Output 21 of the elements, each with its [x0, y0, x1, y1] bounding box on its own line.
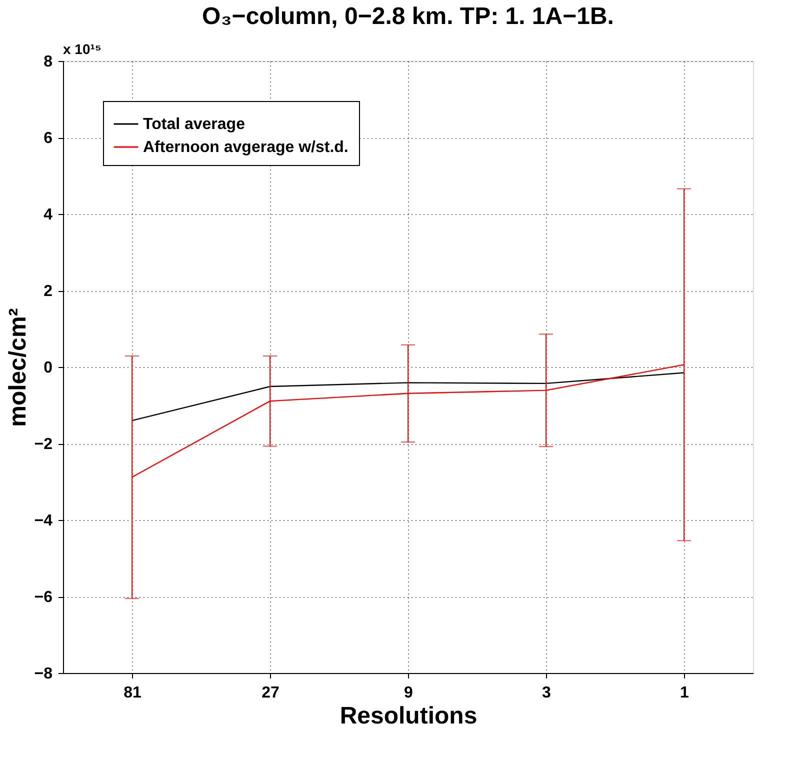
text: x 10¹⁵ — [63, 41, 102, 57]
y-tick-label: 6 — [44, 130, 53, 147]
y-tick-label: 8 — [44, 54, 53, 70]
legend-label: Total average — [143, 116, 246, 133]
chart-title: O₃−column, 0−2.8 km. TP: 1. 1A−1B. — [202, 3, 614, 30]
y-tick-label: −4 — [34, 512, 53, 530]
x-tick-label: 81 — [124, 684, 142, 702]
x-tick-label: 27 — [262, 684, 280, 702]
line-series — [131, 372, 685, 422]
y-tick-label: −2 — [34, 436, 53, 453]
legend-label: Afternoon avgerage w/st.d. — [143, 139, 348, 156]
y-tick-label: 4 — [44, 206, 53, 224]
x-tick-label: 9 — [404, 684, 414, 702]
x-tick-label: 3 — [542, 684, 552, 702]
x-axis-title: Resolutions — [340, 702, 478, 730]
y-axis-title: molec/cm² — [4, 308, 32, 427]
y-tick-label: 0 — [44, 360, 53, 376]
x-tick-label: 1 — [680, 684, 690, 702]
y-tick-label: 2 — [44, 283, 53, 300]
y-tick-label: −8 — [34, 666, 53, 682]
y-tick-label: −6 — [34, 589, 53, 606]
